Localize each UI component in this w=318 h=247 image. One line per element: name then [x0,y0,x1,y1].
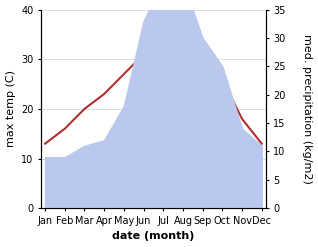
X-axis label: date (month): date (month) [112,231,195,242]
Y-axis label: max temp (C): max temp (C) [5,70,16,147]
Y-axis label: med. precipitation (kg/m2): med. precipitation (kg/m2) [302,34,313,184]
